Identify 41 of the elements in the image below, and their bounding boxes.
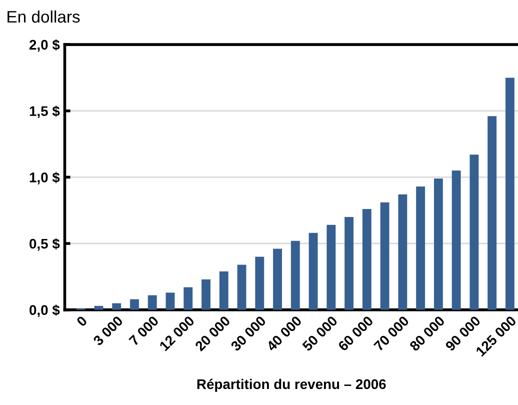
x-tick-label: 0 [76,315,88,327]
x-tick-label: 7 000 [128,315,160,346]
y-axis-title: En dollars [8,10,80,23]
x-tick-label: 20 000 [194,315,231,352]
x-tick-label: 80 000 [408,315,446,352]
bar [434,178,443,310]
bar [380,202,390,310]
bar [470,154,479,310]
bar [505,78,514,310]
y-tick-label: 0,5 $ [30,238,60,251]
bar [202,279,210,310]
bar [344,216,354,310]
bar [488,116,497,310]
bar [130,299,139,310]
bar [398,194,408,310]
x-tick-label: 12 000 [158,315,195,352]
bar [166,292,175,310]
bar [326,224,336,310]
bar [237,264,246,310]
bar [308,232,318,310]
x-tick-label: 70 000 [373,315,410,352]
x-axis-title: Répartition du revenu – 2006 [197,378,386,392]
bar [362,209,372,310]
bar [255,256,264,310]
x-tick-label: 60 000 [338,315,374,352]
bar [219,271,228,310]
bar [452,170,461,310]
x-tick-label: 3 000 [92,315,124,346]
bar [148,295,157,310]
x-tick-label: 30 000 [230,315,266,352]
x-tick-label: 40 000 [266,315,302,352]
bar [184,287,193,310]
y-tick-label: 0,0 $ [30,304,60,318]
bar [290,240,300,310]
bar [112,303,122,310]
y-tick-label: 1,5 $ [30,106,60,118]
x-tick-label: 50 000 [302,315,338,352]
y-tick-label: 2,0 $ [29,39,60,52]
bar [416,186,426,310]
bar [273,248,282,310]
y-tick-label: 1,0 $ [30,172,60,184]
